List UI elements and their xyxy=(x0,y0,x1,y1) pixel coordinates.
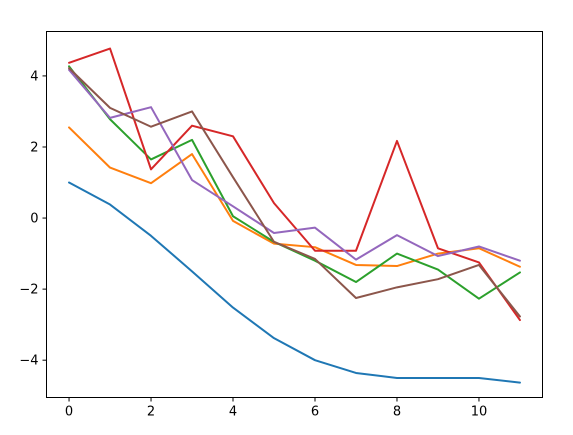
y-tick-label: 2 xyxy=(30,140,38,155)
x-tick-label: 6 xyxy=(311,405,319,420)
series-line-5 xyxy=(68,68,521,262)
plot-frame xyxy=(46,31,543,398)
series-layer xyxy=(68,47,521,384)
y-tick-label: −2 xyxy=(19,283,38,298)
x-tick-label: 4 xyxy=(229,405,237,420)
x-tick-label: 0 xyxy=(65,405,73,420)
series-line-2 xyxy=(68,126,521,268)
y-tick-label: −4 xyxy=(19,354,38,369)
y-tick-label: 0 xyxy=(30,212,38,227)
series-line-1 xyxy=(68,181,521,384)
x-tick-label: 2 xyxy=(147,405,155,420)
series-line-6 xyxy=(68,67,521,318)
x-axis: 0 2 4 6 8 10 xyxy=(65,397,488,420)
y-axis: −4 −2 0 2 4 xyxy=(19,69,47,369)
series-line-4 xyxy=(68,47,521,322)
y-tick-label: 4 xyxy=(30,69,38,84)
x-tick-label: 10 xyxy=(471,405,488,420)
series-line-3 xyxy=(68,65,521,300)
x-tick-label: 8 xyxy=(393,405,401,420)
